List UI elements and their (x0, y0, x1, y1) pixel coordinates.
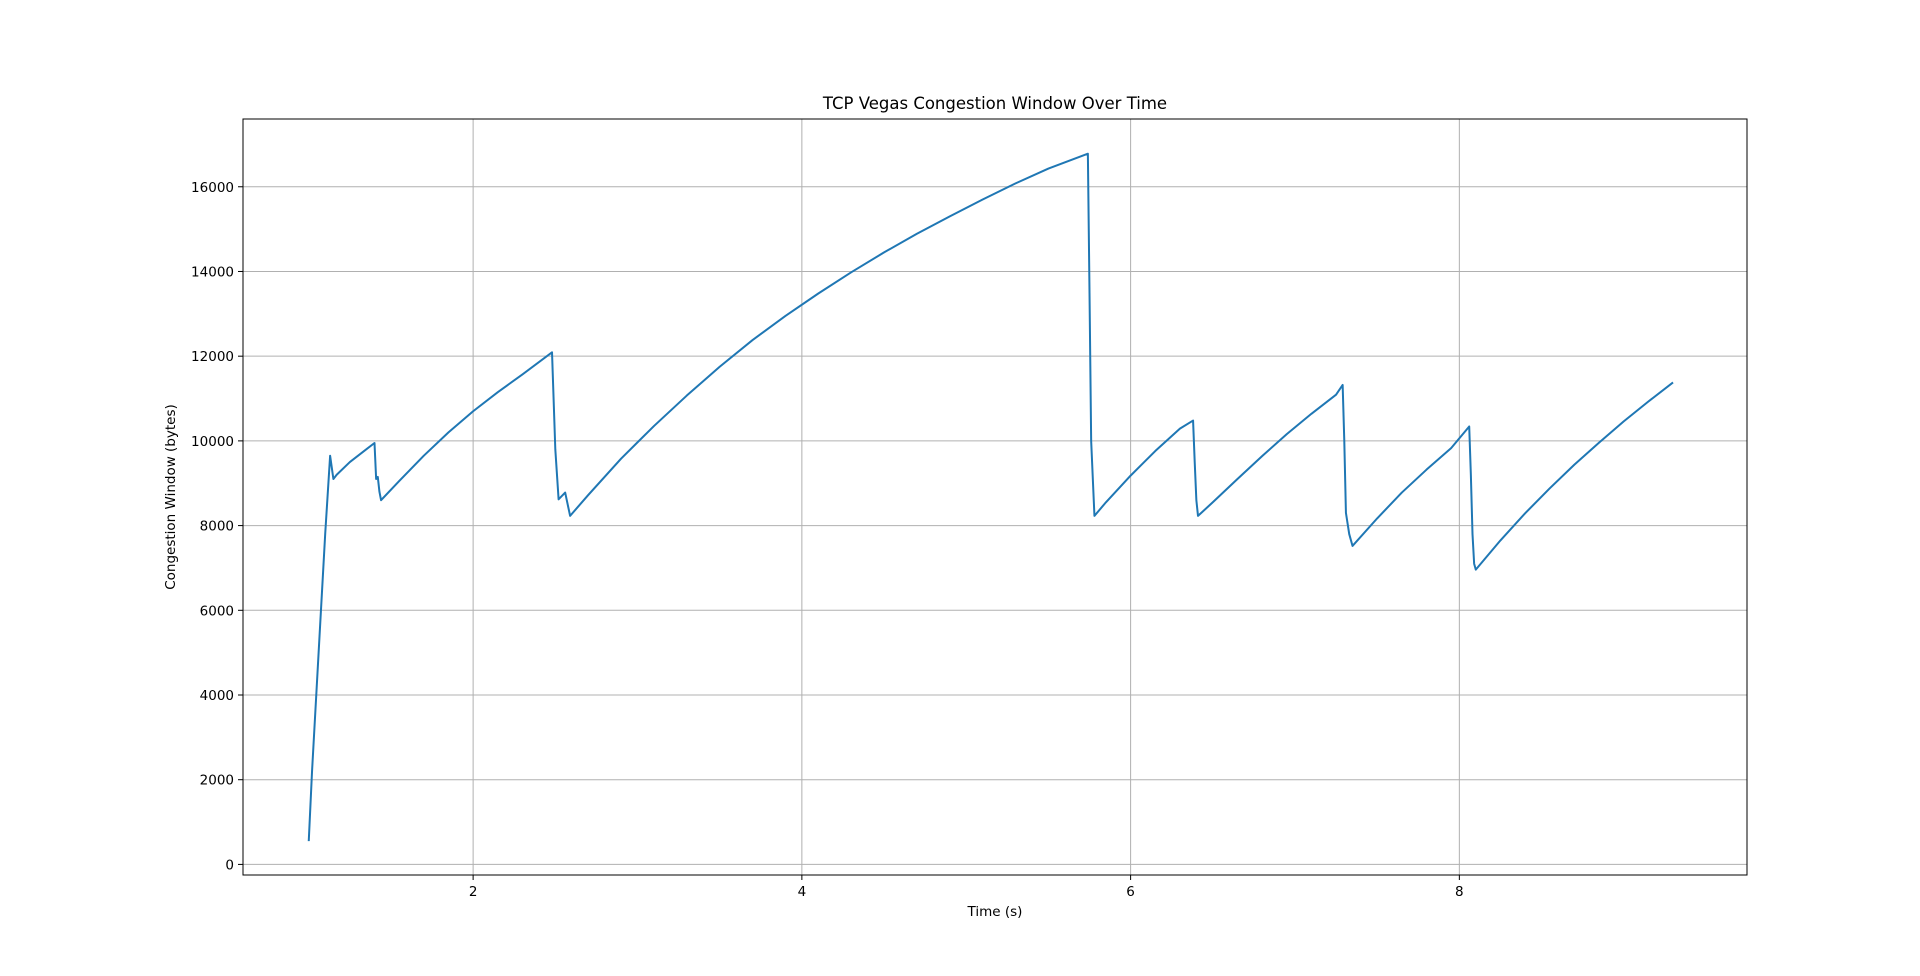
y-tick-label: 6000 (200, 603, 234, 619)
grid-lines (243, 119, 1747, 875)
plot-area (307, 152, 1674, 842)
chart-title: TCP Vegas Congestion Window Over Time (822, 94, 1167, 113)
x-axis-label: Time (s) (967, 904, 1023, 920)
y-tick-label: 8000 (200, 519, 234, 535)
axes-frame (242, 118, 1748, 876)
y-tick-label: 4000 (200, 688, 234, 704)
y-tick-label: 0 (225, 857, 234, 873)
y-tick-label: 10000 (191, 434, 234, 450)
axis-ticks: 2 4 6 8 0 2000 4000 6000 8000 10000 12000 14000 1600… (191, 180, 1464, 900)
y-tick-label: 2000 (200, 773, 234, 789)
x-tick-label: 6 (1126, 884, 1135, 900)
series-line-cwnd (307, 152, 1674, 842)
x-tick-label: 2 (469, 884, 478, 900)
x-tick-label: 4 (798, 884, 807, 900)
y-axis-label: Congestion Window (bytes) (163, 404, 179, 590)
y-tick-label: 16000 (191, 180, 234, 196)
x-tick-label: 8 (1455, 884, 1464, 900)
y-tick-label: 12000 (191, 349, 234, 365)
y-tick-label: 14000 (191, 264, 234, 280)
